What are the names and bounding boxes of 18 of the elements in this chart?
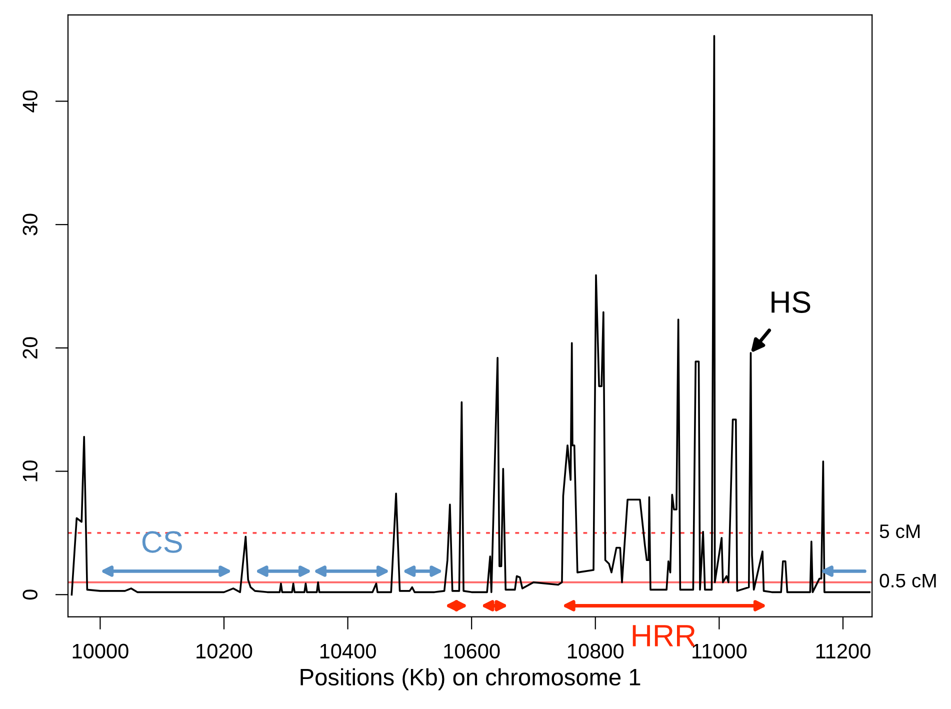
- x-tick-label: 10000: [72, 644, 128, 659]
- y-tick-label: 40: [22, 90, 38, 112]
- y-tick-label: 20: [22, 337, 38, 358]
- x-tick-label: 10200: [196, 644, 252, 659]
- text: HRR: [632, 625, 696, 646]
- x-tick-label: 10800: [568, 644, 624, 659]
- x-tick-label: 11200: [816, 644, 870, 659]
- y-tick-label: 10: [22, 460, 38, 482]
- annotation: CS: [142, 531, 182, 553]
- x-tick-label: 10600: [444, 644, 500, 659]
- x-tick-label: 10400: [320, 644, 376, 659]
- annotation: HS: [772, 291, 810, 313]
- ref-line-label: 0.5 cM: [880, 574, 936, 588]
- x-tick-label: 11000: [692, 644, 747, 659]
- x-axis-title: Positions (Kb) on chromosome 1: [300, 668, 640, 690]
- ref-line-label: 5 cM: [880, 524, 920, 538]
- y-tick-label: 30: [22, 214, 38, 236]
- y-tick-label: 0: [22, 590, 38, 600]
